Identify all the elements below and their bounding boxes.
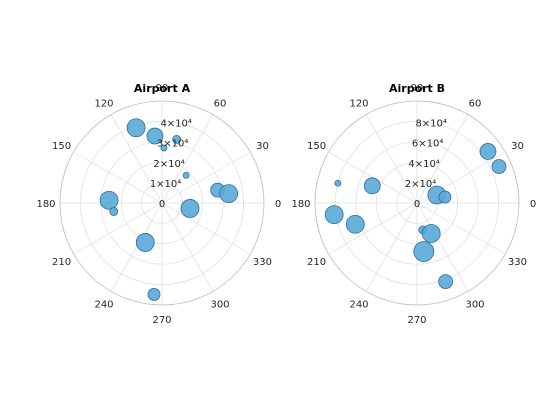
theta-tick-label: 150 (307, 141, 326, 152)
theta-grid-line (416, 202, 506, 255)
polar-border (314, 100, 520, 306)
scatter-point (219, 184, 239, 204)
r-tick-label: 3×10⁴ (157, 139, 188, 150)
theta-grid-line (365, 202, 418, 292)
scatter-point (491, 159, 507, 174)
r-tick-label: 4×10⁴ (160, 119, 191, 130)
scatter-point (146, 127, 164, 145)
scatter-point (135, 233, 155, 252)
scatter-point (109, 207, 119, 216)
theta-grid-line (110, 202, 163, 292)
r-tick-label: 2×10⁴ (153, 159, 184, 170)
scatter-point (160, 144, 168, 152)
r-tick-label: 2×10⁴ (405, 179, 436, 190)
theta-grid-line (73, 202, 163, 255)
theta-tick-label: 120 (349, 99, 368, 110)
scatter-point (180, 199, 200, 218)
r-tick-label: 4×10⁴ (408, 159, 439, 170)
scatter-point (479, 143, 497, 160)
theta-tick-label: 270 (152, 315, 171, 326)
theta-tick-label: 0 (275, 199, 281, 210)
theta-tick-label: 150 (52, 141, 71, 152)
theta-tick-label: 120 (94, 99, 113, 110)
polar-border (59, 100, 265, 306)
theta-grid-line (161, 114, 214, 204)
theta-tick-label: 210 (52, 257, 71, 268)
theta-grid-line (365, 114, 418, 204)
theta-tick-label: 90 (156, 83, 169, 94)
scatter-point (172, 134, 182, 144)
chart-title: Airport B (389, 82, 445, 95)
scatter-point (413, 241, 435, 262)
scatter-point (345, 214, 365, 234)
theta-grid-line (73, 151, 163, 204)
polar-axes-airport-a: 0 30 60 90 120 150 180 210 240 270 300 330 0 1×10⁴ 2×1… (36, 82, 281, 326)
theta-tick-label: 240 (349, 299, 368, 310)
r-tick-label: 0 (159, 199, 165, 210)
theta-grid-line (161, 151, 251, 204)
theta-grid-line (110, 114, 163, 204)
theta-tick-label: 240 (94, 299, 113, 310)
r-tick-label: 0 (414, 199, 420, 210)
scatter-point (182, 171, 190, 179)
scatter-point (421, 224, 441, 243)
theta-grid-line (161, 202, 214, 292)
theta-tick-label: 300 (210, 299, 229, 310)
theta-tick-label: 90 (411, 83, 424, 94)
scatter-point (363, 177, 381, 195)
r-tick-label: 1×10⁴ (150, 179, 181, 190)
theta-tick-label: 30 (511, 141, 524, 152)
theta-tick-label: 180 (291, 199, 310, 210)
scatter-point (324, 205, 344, 225)
theta-tick-label: 330 (253, 257, 272, 268)
theta-grid-line (416, 114, 469, 204)
chart-title: Airport A (134, 82, 191, 95)
theta-tick-label: 330 (508, 257, 527, 268)
theta-tick-label: 300 (465, 299, 484, 310)
polar-axes-airport-b: 0 30 60 90 120 150 180 210 240 270 300 330 0 2×10⁴ 4×1… (291, 82, 536, 326)
theta-tick-label: 30 (256, 141, 269, 152)
scatter-point (438, 274, 454, 289)
theta-tick-label: 60 (214, 99, 227, 110)
theta-tick-label: 270 (407, 315, 426, 326)
scatter-point (334, 179, 342, 187)
scatter-point (438, 190, 452, 204)
scatter-point (99, 190, 119, 210)
theta-grid-line (416, 202, 469, 292)
r-tick-label: 8×10⁴ (415, 119, 446, 130)
theta-tick-label: 0 (530, 199, 536, 210)
scatter-point (147, 288, 161, 301)
theta-tick-label: 180 (36, 199, 55, 210)
r-tick-label: 6×10⁴ (412, 139, 443, 150)
theta-tick-label: 60 (469, 99, 482, 110)
theta-tick-label: 210 (307, 257, 326, 268)
theta-grid-line (161, 202, 251, 255)
scatter-point (126, 118, 146, 138)
theta-grid-line (328, 202, 418, 255)
